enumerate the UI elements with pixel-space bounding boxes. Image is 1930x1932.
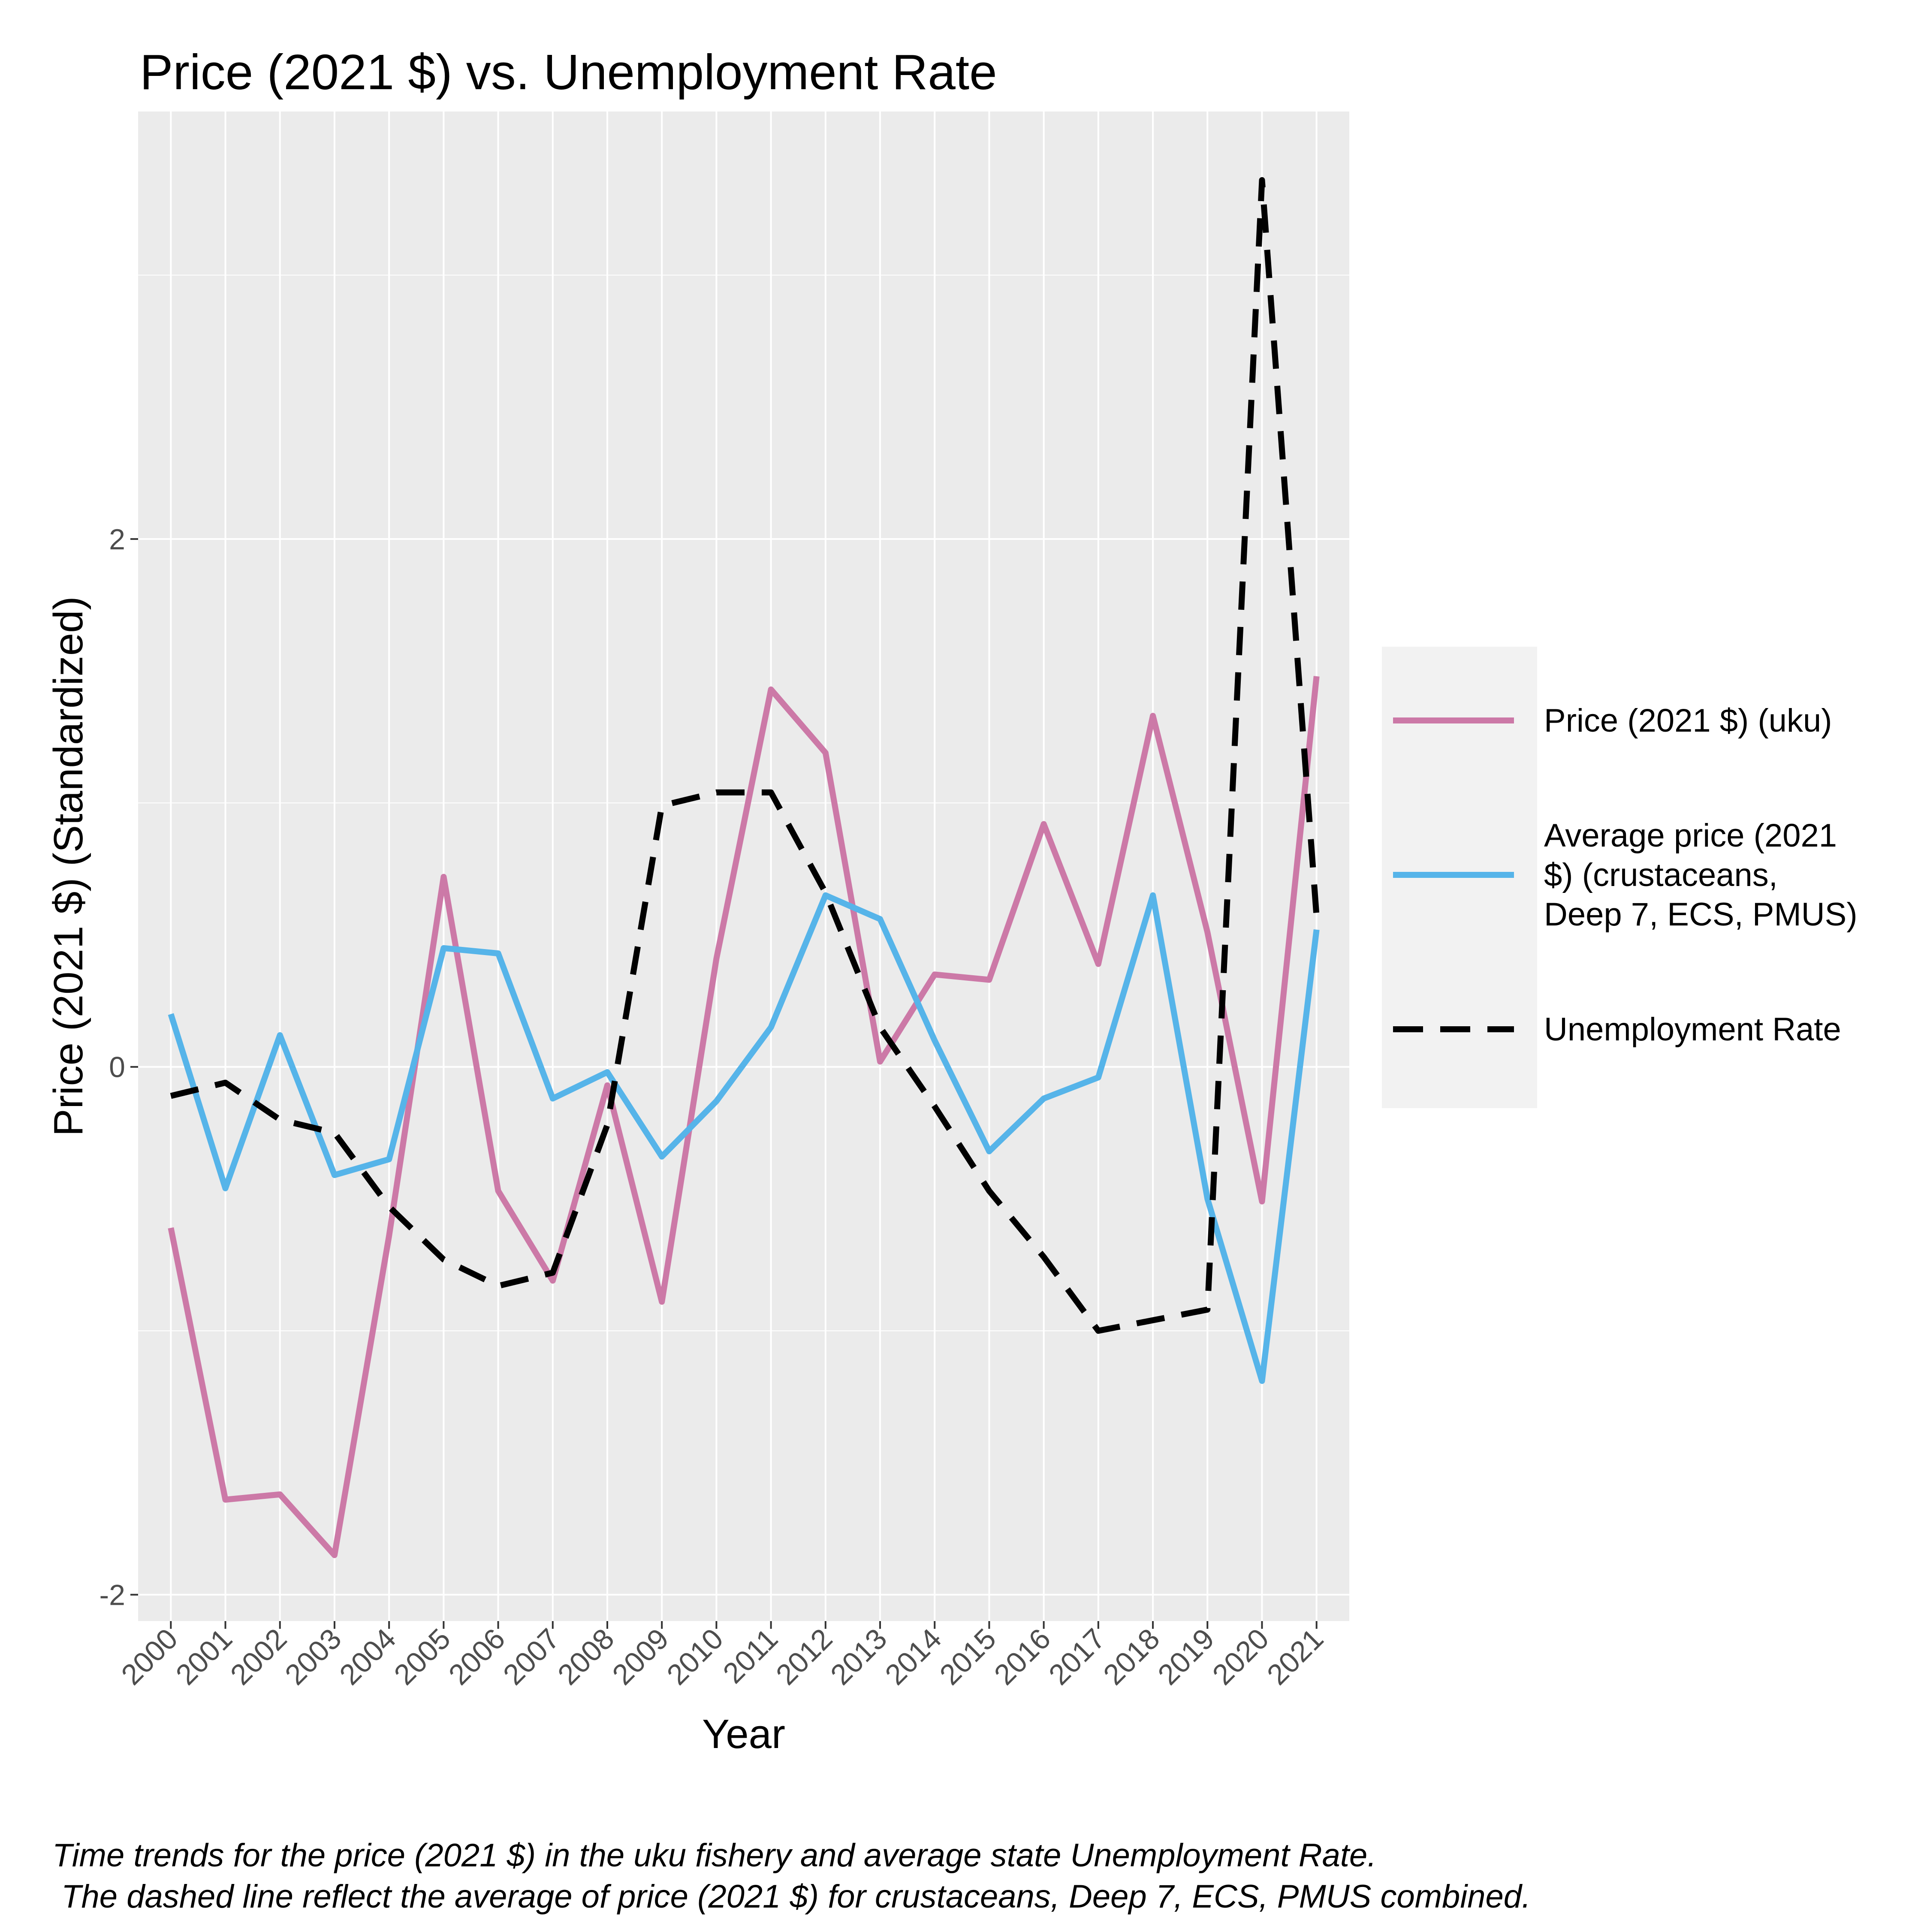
chart-title: Price (2021 $) vs. Unemployment Rate	[140, 44, 997, 100]
major-gridlines	[138, 112, 1349, 1621]
y-tick-label: 0	[109, 1051, 125, 1084]
y-axis: -2 0 2	[100, 523, 138, 1611]
caption-line-2: The dashed line reflect the average of p…	[52, 1878, 1531, 1915]
series-line-3	[170, 177, 1320, 1334]
legend-label-3: Unemployment Rate	[1544, 1011, 1841, 1048]
minor-gridlines	[138, 274, 1349, 1332]
series-line-2	[168, 892, 1320, 1384]
series-layer	[168, 177, 1320, 1558]
y-tick-label: 2	[109, 523, 125, 556]
y-axis-title: Price (2021 $) (Standardized)	[45, 596, 91, 1136]
plot-panel	[138, 112, 1349, 1621]
legend-label-2: $) (crustaceans,	[1544, 857, 1778, 893]
x-axis-title: Year	[702, 1711, 785, 1757]
series-line-1	[168, 676, 1320, 1558]
caption-line-1: Time trends for the price (2021 $) in th…	[52, 1837, 1376, 1874]
legend: Price (2021 $) (uku) Average price (2021$…	[1382, 647, 1858, 1108]
legend-label-2: Average price (2021	[1544, 817, 1837, 854]
legend-label-2: Deep 7, ECS, PMUS)	[1544, 896, 1858, 933]
y-tick-label: -2	[100, 1579, 125, 1611]
legend-label-1: Price (2021 $) (uku)	[1544, 702, 1832, 739]
